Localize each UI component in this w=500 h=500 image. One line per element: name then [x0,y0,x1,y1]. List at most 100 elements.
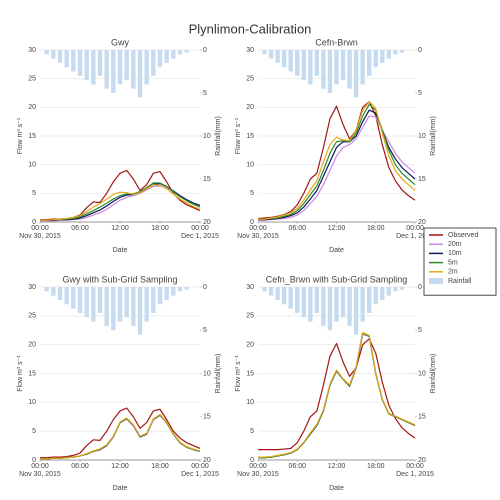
y-axis-label: Flow m³ s⁻¹ [17,117,24,154]
rain-bar [399,287,405,290]
x-tick-label: 06:00 [288,225,306,232]
rain-bar [157,287,163,305]
legend: Observed 20m 10m 5m 2m Rainfall [423,227,497,296]
rain-bar [84,50,89,81]
y-tick-label: 20 [28,342,36,349]
rain-bar [386,50,392,59]
x-tick-label: 00:00 [249,463,267,470]
y2-tick-label: 0 [203,47,207,54]
y2-tick-label: 10 [418,370,426,377]
rain-bar [111,50,116,93]
rain-bar [321,50,326,89]
y-tick-label: 0 [32,457,36,464]
y-tick-label: 10 [28,399,36,406]
y-tick-label: 20 [246,342,254,349]
rain-bar [360,287,365,322]
flow-line [40,413,201,460]
rain-bar [334,287,339,322]
flow-line [258,338,416,451]
rain-bar [177,287,183,292]
y2-tick-label: 15 [203,414,211,421]
x-tick-date: Dec 1, 2015 [181,233,219,240]
rain-bar [314,287,320,313]
rain-bar [327,287,333,331]
rain-bar [281,50,287,68]
x-tick-date: Nov 30, 2015 [19,233,61,240]
legend-label: 20m [448,241,462,248]
x-axis-label: Date [113,485,128,492]
x-tick-label: 12:00 [328,463,346,470]
y-tick-label: 30 [246,47,254,54]
y-tick-label: 25 [28,313,36,320]
flow-line [258,115,416,221]
rain-bar [131,50,136,89]
rain-bar [308,287,313,322]
rain-bar [44,287,49,292]
y-tick-label: 10 [246,399,254,406]
y-tick-label: 15 [28,370,36,377]
rain-bar [393,50,398,55]
y-axis-label: Flow m³ s⁻¹ [235,117,242,154]
y2-tick-label: 5 [418,327,422,334]
rain-bar [301,50,306,81]
y-tick-label: 10 [246,162,254,169]
rain-bar [57,50,63,63]
y-tick-label: 5 [32,428,36,435]
flow-line [40,184,201,221]
y-tick-label: 0 [250,457,254,464]
x-tick-label: 18:00 [367,225,385,232]
flow-line [40,407,201,459]
rain-bar [71,287,76,309]
y2-tick-label: 15 [418,414,426,421]
subplot-title: Gwy with Sub-Grid Sampling [62,274,177,284]
rain-bar [144,287,149,322]
y2-tick-label: 10 [418,133,426,140]
legend-label: 5m [448,259,458,266]
rain-bar [380,287,385,300]
y2-tick-label: 0 [418,284,422,291]
rain-bar [262,50,267,55]
y-tick-label: 30 [246,284,254,291]
y2-tick-label: 10 [203,370,211,377]
rain-bar [360,50,365,85]
y-tick-label: 0 [32,219,36,226]
rain-bar [91,287,96,322]
rain-bar [373,50,378,68]
y2-tick-label: 0 [203,284,207,291]
rain-bar [347,50,352,89]
x-tick-date: Nov 30, 2015 [237,471,279,478]
subplot-title: Cefn-Brwn [315,37,358,47]
rain-bar [44,50,49,55]
rain-bar [91,50,96,85]
y-axis-label: Flow m³ s⁻¹ [17,355,24,392]
rain-bar [157,50,163,68]
rain-bar [51,287,56,296]
x-tick-label: 12:00 [111,463,129,470]
rain-bar [275,287,280,300]
y2-tick-label: 10 [203,133,211,140]
y-tick-label: 5 [250,428,254,435]
rain-bar [104,287,109,326]
x-tick-label: 00:00 [31,225,49,232]
y-tick-label: 15 [28,133,36,140]
rain-bar [164,50,169,63]
rain-bar [57,287,63,300]
rain-bar [97,50,103,76]
legend-label: Observed [448,232,478,239]
rain-bar [268,287,274,296]
rain-bar [373,287,378,305]
rain-bar [288,50,293,72]
x-tick-label: 12:00 [111,225,129,232]
rain-bar [97,287,103,313]
y-axis-label: Flow m³ s⁻¹ [235,355,242,392]
x-tick-label: 06:00 [288,463,306,470]
rain-bar [84,287,89,318]
x-tick-label: 00:00 [191,225,209,232]
rain-bar [367,287,372,313]
rain-bar [171,287,176,296]
y-tick-label: 25 [246,76,254,83]
rain-bar [184,287,189,290]
rain-bar [281,287,287,305]
rain-bar [144,50,149,85]
